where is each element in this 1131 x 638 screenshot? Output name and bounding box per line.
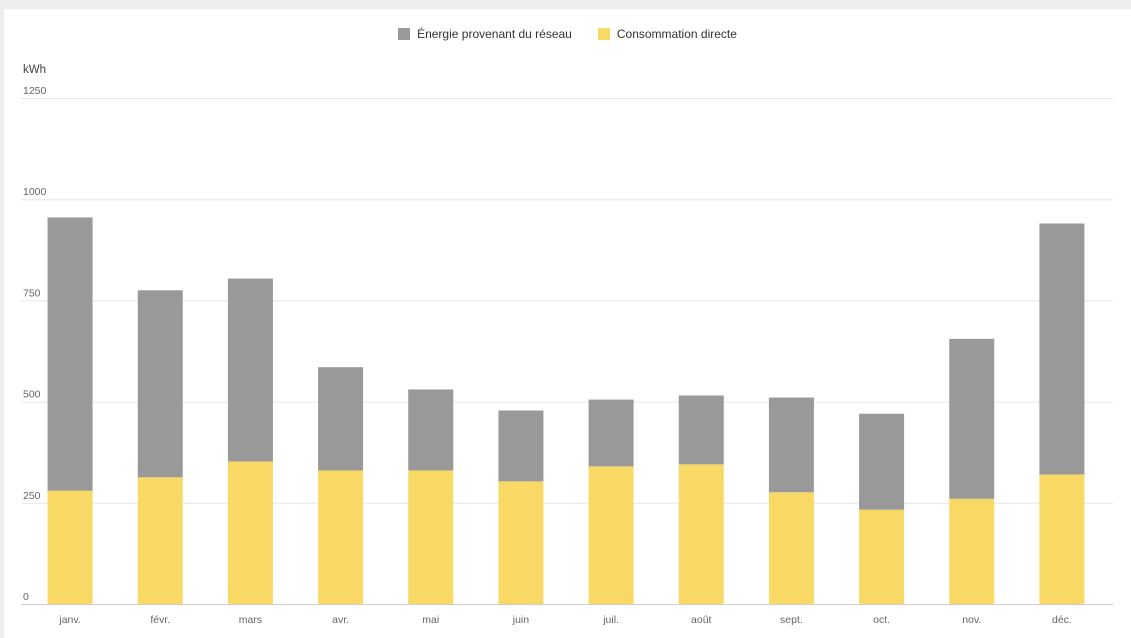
bars-layer	[47, 217, 1085, 604]
legend-label-direct: Consommation directe	[616, 27, 737, 41]
y-tick-label: 1250	[23, 85, 47, 97]
x-tick-label: juil.	[602, 614, 619, 626]
legend-item-grid[interactable]: Énergie provenant du réseau	[398, 27, 572, 41]
bar-direct-3[interactable]	[318, 470, 364, 604]
bar-grid-10[interactable]	[949, 338, 995, 499]
x-tick-label: nov.	[962, 614, 981, 626]
bar-direct-6[interactable]	[588, 466, 634, 604]
x-tick-label: sept.	[780, 614, 803, 626]
bar-grid-11[interactable]	[1039, 223, 1085, 475]
bar-grid-0[interactable]	[47, 217, 93, 491]
x-tick-label: févr.	[150, 614, 170, 626]
y-tick-label: 1000	[23, 186, 47, 198]
x-tick-label: oct.	[873, 614, 890, 626]
x-tick-label: déc.	[1052, 614, 1072, 626]
bar-direct-2[interactable]	[227, 461, 273, 604]
bar-direct-9[interactable]	[859, 509, 905, 604]
bar-direct-5[interactable]	[498, 481, 544, 604]
x-tick-label: mai	[422, 614, 439, 626]
x-tick-label: avr.	[332, 614, 349, 626]
bar-grid-9[interactable]	[859, 413, 905, 510]
bar-grid-6[interactable]	[588, 399, 634, 467]
x-tick-label: août	[691, 614, 712, 626]
bar-grid-3[interactable]	[318, 367, 364, 471]
bar-grid-7[interactable]	[678, 395, 724, 465]
grid-layer: 0 250 500 750 1000 1250	[21, 85, 1113, 605]
bar-direct-1[interactable]	[137, 477, 183, 604]
y-tick-label: 0	[23, 591, 29, 603]
y-tick-label: 750	[23, 287, 41, 299]
x-tick-label: janv.	[58, 614, 80, 626]
legend-item-direct[interactable]: Consommation directe	[597, 27, 737, 41]
y-axis-unit-label: kWh	[23, 64, 46, 76]
bar-grid-5[interactable]	[498, 410, 544, 482]
bar-grid-8[interactable]	[768, 397, 814, 493]
chart-panel: Énergie provenant du réseau Consommation…	[4, 9, 1131, 638]
x-tick-label: mars	[239, 614, 262, 626]
bar-grid-2[interactable]	[227, 278, 273, 462]
legend-label-grid: Énergie provenant du réseau	[417, 27, 572, 41]
bar-chart: kWh 0 250 500 750 1000 1250 janv. févr. mars avr…	[21, 64, 1113, 626]
legend-swatch-grid	[398, 28, 411, 40]
x-axis-labels: janv. févr. mars avr. mai juin juil. août sept. o…	[58, 614, 1071, 626]
legend: Énergie provenant du réseau Consommation…	[4, 27, 1131, 41]
bar-direct-4[interactable]	[408, 470, 454, 604]
bar-direct-0[interactable]	[47, 490, 93, 604]
bar-direct-11[interactable]	[1039, 474, 1085, 604]
y-tick-label: 500	[23, 389, 41, 401]
bar-grid-1[interactable]	[137, 290, 183, 478]
x-tick-label: juin	[512, 614, 530, 626]
bar-direct-10[interactable]	[949, 498, 995, 604]
bar-grid-4[interactable]	[408, 389, 454, 471]
y-tick-label: 250	[23, 490, 41, 502]
bar-direct-7[interactable]	[678, 464, 724, 604]
legend-swatch-direct	[597, 28, 610, 40]
bar-direct-8[interactable]	[768, 492, 814, 604]
